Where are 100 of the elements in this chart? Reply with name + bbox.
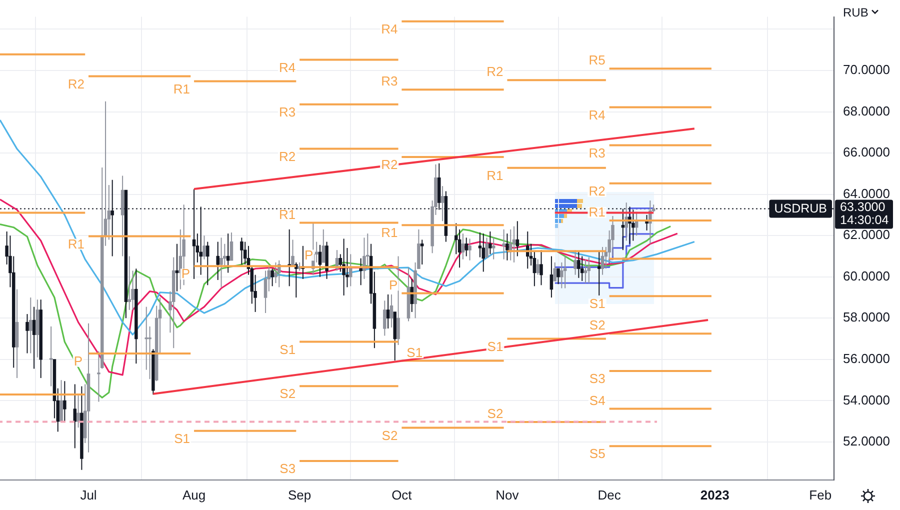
series-label: R2 — [68, 76, 85, 92]
candlestick — [420, 239, 424, 265]
candlestick — [468, 238, 472, 261]
series-label: S1 — [174, 430, 190, 446]
candlestick — [574, 250, 577, 276]
series-label: R2 — [381, 157, 398, 172]
series-label: R5 — [588, 52, 606, 68]
y-tick-label: 54.0000 — [843, 392, 890, 408]
series-label: R3 — [381, 74, 398, 89]
series-label: R4 — [278, 60, 296, 75]
candlestick — [294, 262, 298, 298]
candlestick — [270, 268, 274, 287]
candlestick — [550, 256, 554, 298]
y-tick-label: 62.0000 — [843, 227, 890, 242]
candlestick — [386, 294, 390, 329]
candlestick — [383, 300, 386, 336]
candlestick — [63, 380, 66, 423]
series-label: R4 — [381, 21, 398, 36]
series-label: R1 — [381, 225, 398, 240]
y-tick-label: 60.0000 — [843, 268, 890, 284]
candlestick — [230, 232, 234, 261]
candlestick — [322, 228, 326, 263]
series-label: R1 — [486, 168, 504, 183]
candlestick — [32, 306, 36, 370]
series-label: S2 — [589, 318, 606, 333]
candlestick — [128, 256, 131, 310]
candlestick — [482, 233, 486, 272]
series-label: R1 — [278, 206, 296, 222]
candlestick — [396, 256, 400, 346]
text: 14:30:04 — [840, 213, 889, 228]
candlestick — [556, 268, 560, 285]
candlestick — [264, 270, 268, 314]
candlestick — [26, 314, 29, 354]
series-label: R3 — [588, 145, 606, 160]
x-tick-label: Sep — [288, 487, 312, 502]
candlestick — [60, 380, 63, 422]
candlestick — [318, 244, 322, 278]
series-label: R4 — [588, 107, 606, 122]
ref-line-label: USDRUB — [774, 202, 828, 216]
series-label: S1 — [406, 344, 423, 360]
series-label: R1 — [68, 236, 85, 252]
x-tick-label: Jul — [80, 487, 97, 502]
y-tick-label: 56.0000 — [843, 351, 890, 366]
series-label: R2 — [278, 148, 296, 164]
x-tick-label: Nov — [496, 487, 520, 502]
candlestick — [49, 326, 53, 387]
x-tick-label: 2023 — [700, 487, 730, 502]
series-label: R1 — [173, 81, 190, 96]
y-tick-label: 58.0000 — [843, 310, 890, 325]
candlestick — [502, 228, 506, 260]
series-label: S1 — [589, 296, 606, 312]
candlestick — [440, 186, 444, 222]
candlestick — [577, 250, 580, 278]
candlestick — [240, 237, 244, 265]
x-tick-label: Dec — [598, 487, 622, 502]
series-label: P — [181, 266, 190, 282]
candlestick — [144, 306, 148, 370]
y-tick-label: 64.0000 — [843, 186, 890, 201]
series-label: P — [304, 247, 314, 262]
candlestick — [464, 237, 468, 257]
y-tick-label: 68.0000 — [843, 103, 890, 118]
candlestick — [362, 237, 366, 280]
series-label: S4 — [589, 392, 606, 408]
candlestick — [492, 237, 496, 260]
series-label: R2 — [486, 64, 504, 80]
candlestick — [540, 250, 543, 286]
series-label: R1 — [588, 204, 606, 220]
x-tick-label: Feb — [809, 487, 832, 502]
candlestick — [587, 256, 591, 284]
candlestick — [597, 250, 601, 296]
candlestick — [76, 395, 80, 428]
candlestick — [553, 262, 556, 282]
series-label: S2 — [487, 406, 504, 422]
candlestick — [461, 233, 465, 260]
y-axis-title: RUB — [843, 5, 868, 20]
candlestick — [202, 235, 206, 260]
candlestick — [206, 241, 210, 286]
series-label: S5 — [589, 446, 606, 462]
candlestick — [148, 326, 152, 380]
series-label: S1 — [487, 338, 504, 354]
x-tick-label: Oct — [392, 487, 412, 502]
candlestick — [516, 220, 520, 257]
candlestick — [220, 237, 223, 288]
candlestick — [485, 237, 488, 258]
series-label: R3 — [278, 104, 296, 120]
candlestick — [536, 258, 540, 276]
series-label: S2 — [382, 428, 398, 443]
candlestick — [506, 233, 509, 261]
series-label: R2 — [588, 183, 606, 198]
candlestick — [359, 258, 362, 286]
candlestick — [274, 262, 278, 284]
candlestick — [216, 241, 220, 280]
candlestick — [73, 384, 77, 449]
y-tick-label: 66.0000 — [843, 144, 890, 160]
y-tick-label: 70.0000 — [843, 62, 890, 78]
x-tick-label: Aug — [182, 487, 206, 502]
candlestick — [348, 254, 352, 287]
series-label: P — [389, 277, 398, 292]
series-label: S3 — [280, 461, 296, 476]
series-label: P — [74, 354, 83, 369]
